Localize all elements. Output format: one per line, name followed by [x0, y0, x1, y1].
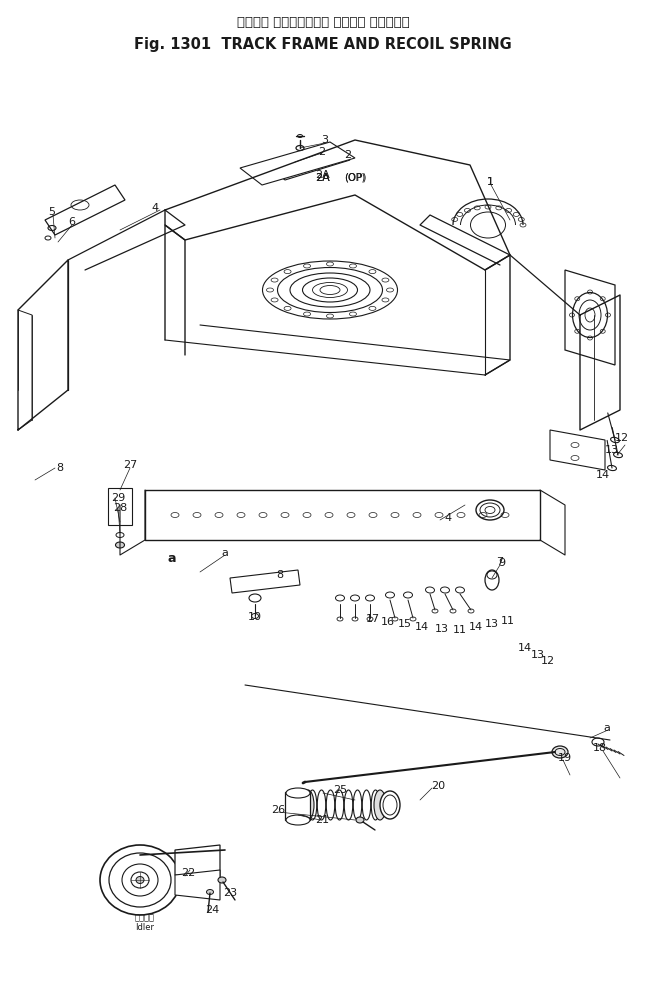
Text: 23: 23 — [223, 888, 237, 898]
Text: 2: 2 — [318, 147, 326, 157]
Text: 27: 27 — [123, 460, 137, 470]
Text: 11: 11 — [453, 625, 467, 635]
Text: (OP): (OP) — [344, 173, 366, 183]
Ellipse shape — [116, 542, 125, 548]
Text: 14: 14 — [596, 470, 610, 480]
Text: Fig. 1301  TRACK FRAME AND RECOIL SPRING: Fig. 1301 TRACK FRAME AND RECOIL SPRING — [134, 37, 512, 52]
Text: 2A: 2A — [316, 173, 330, 183]
Text: 13: 13 — [485, 619, 499, 629]
Ellipse shape — [380, 791, 400, 818]
Text: 9: 9 — [499, 558, 506, 568]
Text: 4: 4 — [151, 203, 158, 213]
Text: 14: 14 — [469, 622, 483, 632]
Text: 25: 25 — [333, 785, 347, 795]
Text: Idler: Idler — [136, 923, 154, 932]
Ellipse shape — [207, 889, 213, 894]
Text: 14: 14 — [415, 622, 429, 632]
Text: 3: 3 — [322, 135, 329, 145]
Text: 2A: 2A — [316, 173, 330, 183]
Text: 15: 15 — [398, 619, 412, 629]
Polygon shape — [175, 870, 220, 900]
Text: 12: 12 — [541, 656, 555, 666]
Polygon shape — [550, 430, 605, 470]
Text: 2: 2 — [344, 150, 351, 160]
Text: 11: 11 — [501, 616, 515, 626]
Text: a: a — [603, 723, 610, 733]
Text: 1: 1 — [486, 177, 494, 187]
Polygon shape — [230, 570, 300, 593]
Text: 12: 12 — [615, 433, 629, 443]
Text: 5: 5 — [48, 207, 56, 217]
Text: (OP): (OP) — [344, 173, 366, 183]
Text: 18: 18 — [593, 743, 607, 753]
Text: 8: 8 — [56, 463, 63, 473]
Text: a: a — [222, 548, 229, 558]
Text: 22: 22 — [181, 868, 195, 878]
Text: 13: 13 — [531, 650, 545, 660]
Polygon shape — [240, 142, 355, 185]
Ellipse shape — [302, 790, 314, 820]
Ellipse shape — [374, 790, 386, 820]
Ellipse shape — [136, 877, 144, 883]
Ellipse shape — [552, 746, 568, 758]
Text: 21: 21 — [315, 815, 329, 825]
Text: トラック フレームおよび リコイル スプリング: トラック フレームおよび リコイル スプリング — [236, 15, 410, 28]
Polygon shape — [285, 792, 310, 820]
Text: 17: 17 — [366, 614, 380, 624]
Text: 13: 13 — [435, 624, 449, 634]
Text: 16: 16 — [381, 617, 395, 627]
Text: 19: 19 — [558, 753, 572, 763]
Ellipse shape — [218, 877, 226, 883]
Text: 10: 10 — [248, 612, 262, 622]
Polygon shape — [45, 185, 125, 235]
Polygon shape — [108, 488, 132, 525]
Polygon shape — [565, 270, 615, 365]
Text: a: a — [168, 551, 176, 564]
Text: 1: 1 — [486, 177, 494, 187]
Text: 6: 6 — [68, 217, 76, 227]
Text: 24: 24 — [205, 905, 219, 915]
Text: 20: 20 — [431, 781, 445, 791]
Text: 13: 13 — [605, 445, 619, 455]
Polygon shape — [175, 845, 220, 880]
Text: 7: 7 — [496, 557, 504, 566]
Text: 2A: 2A — [316, 170, 330, 180]
Text: アイドラ: アイドラ — [135, 913, 155, 922]
Ellipse shape — [286, 815, 310, 825]
Polygon shape — [265, 145, 350, 180]
Text: 28: 28 — [113, 503, 127, 513]
Text: 26: 26 — [271, 805, 285, 815]
Ellipse shape — [286, 788, 310, 798]
Text: 8: 8 — [276, 570, 284, 580]
Text: 4: 4 — [444, 513, 452, 523]
Ellipse shape — [356, 817, 364, 823]
Text: 29: 29 — [111, 493, 125, 503]
Text: 14: 14 — [518, 643, 532, 653]
